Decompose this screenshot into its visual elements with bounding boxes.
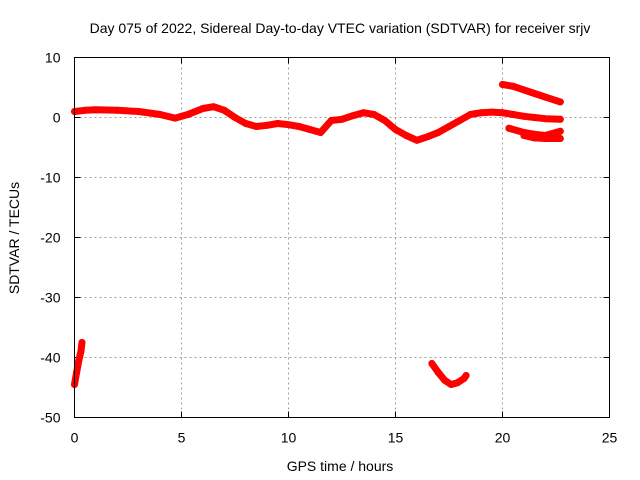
data-point [184,111,192,118]
data-point [274,120,282,127]
data-point [556,135,564,142]
data-point [252,123,260,130]
data-point [488,108,496,116]
data-point [327,117,335,124]
data-point [445,123,453,130]
data-point [556,98,564,106]
data-point [135,108,143,115]
data-point [77,348,85,355]
data-point [317,129,325,136]
data-point [556,127,564,135]
chart-title: Day 075 of 2022, Sidereal Day-to-day VTE… [90,20,591,36]
data-point [499,109,506,117]
data-point [413,136,421,144]
y-tick-label: 0 [53,110,61,126]
data-point [520,112,528,120]
data-point [263,121,271,129]
data-point [220,106,228,114]
series-main-track [71,103,564,144]
data-point [78,339,86,346]
data-point [370,111,378,118]
data-point [381,117,389,124]
data-point [505,124,513,132]
y-tick-label: 10 [45,50,61,66]
data-point [242,120,250,127]
data-point [531,90,539,97]
data-point [531,134,539,142]
data-point [306,126,314,133]
y-axis-label: SDTVAR / TECUs [6,182,22,294]
data-point [171,114,179,122]
data-point [434,369,442,376]
data-point [199,105,207,112]
y-tick-label: -20 [40,230,60,246]
data-point [462,372,470,379]
data-point [541,93,549,101]
x-tick-label: 10 [281,430,297,446]
data-point [520,132,528,139]
data-point [520,86,528,94]
data-point [509,111,517,118]
data-point [509,82,517,90]
data-point [424,133,432,141]
x-tick-label: 5 [178,430,186,446]
data-point [210,103,218,111]
data-point [441,376,449,384]
data-point [466,111,474,118]
data-point [499,81,506,88]
y-tick-labels: -50 -40 -30 -20 -10 0 10 [40,50,60,426]
data-point [81,106,89,114]
x-tick-label: 15 [388,430,404,446]
data-point [428,360,436,367]
data-point [447,381,455,388]
x-tick-label: 25 [602,430,618,446]
data-point [338,115,346,123]
y-tick-label: -40 [40,350,60,366]
y-tick-label: -30 [40,290,60,306]
data-point [392,126,399,133]
data-point [359,109,367,117]
data-point [285,121,292,129]
data-point [454,379,462,387]
data-point [295,123,303,130]
data-point [231,114,239,121]
data-point [541,135,549,142]
data-point [156,111,164,118]
data-point [556,115,564,123]
y-tick-label: -50 [40,410,60,426]
data-point [541,115,549,123]
x-tick-label: 20 [495,430,511,446]
x-axis-label: GPS time / hours [287,458,394,474]
plot-frame [74,57,610,418]
x-tick-labels: 0 5 10 15 20 25 [71,430,618,446]
x-tick-label: 0 [71,430,79,446]
data-point [456,117,464,124]
y-tick-label: -10 [40,170,60,186]
data-point [349,112,357,120]
data-point [113,106,121,114]
data-point [92,106,100,114]
data-point [75,357,83,364]
data-point [402,132,410,139]
series-layer [71,81,564,388]
data-point [434,129,442,136]
data-point [531,114,539,121]
series-lower-branch-b [520,132,564,142]
data-point [477,109,485,117]
